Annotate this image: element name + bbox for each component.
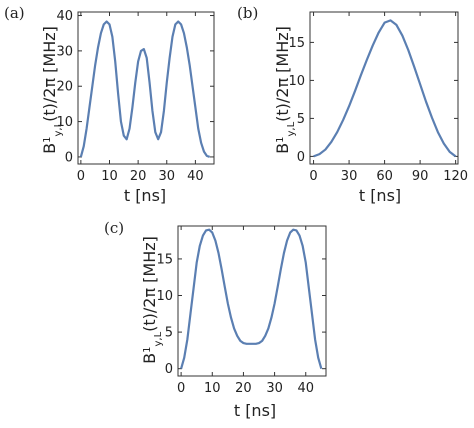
panel-c: (c) B1y,L(t)/2π [MHz] t [ns] 0 10 20 30 40 0 5… [104, 219, 327, 420]
panel-c-ytick-label: 5 [165, 326, 173, 341]
panel-a-xtick-label: 40 [187, 169, 204, 184]
panel-a-ytick-label: 20 [56, 80, 73, 95]
panel-a: (a) B1y,L(t)/2π [MHz] t [ns] 0 10 20 30 40 0 1… [4, 4, 215, 205]
panel-c-xtick-label: 40 [297, 381, 314, 396]
panel-a-ylabel: B1y,L(t)/2π [MHz] [40, 26, 64, 154]
panel-a-xtick-label: 10 [101, 169, 118, 184]
panel-b-ylabel: B1y,L(t)/2π [MHz] [273, 26, 297, 154]
panel-a-ytick-label: 10 [56, 115, 73, 130]
panel-a-xtick-label: 20 [130, 169, 147, 184]
panel-b-series-line [313, 19, 457, 158]
panel-a-ytick-label: 40 [56, 9, 73, 24]
panel-c-frame [177, 225, 327, 377]
panel-a-ytick-label: 0 [65, 150, 73, 165]
panel-c-ytick-label: 0 [165, 362, 173, 377]
panel-label-c: (c) [104, 219, 124, 237]
panel-c-series-line [180, 228, 323, 369]
panel-c-xlabel: t [ns] [234, 401, 276, 420]
panel-b-ytick-label: 15 [288, 36, 305, 51]
panel-a-series-line [79, 20, 211, 158]
panel-a-xlabel: t [ns] [124, 186, 166, 205]
panel-a-xtick-label: 30 [158, 169, 175, 184]
panel-c-xtick-label: 30 [266, 381, 283, 396]
panel-c-xtick-label: 10 [204, 381, 221, 396]
panel-c-ytick-label: 15 [156, 252, 173, 267]
panel-b-xlabel: t [ns] [359, 186, 401, 205]
panel-b-ytick-label: 5 [297, 112, 305, 127]
panel-b-ytick-label: 10 [288, 74, 305, 89]
panel-c-ytick-label: 10 [156, 289, 173, 304]
panel-label-b: (b) [237, 4, 258, 22]
panel-b-xtick-label: 60 [376, 169, 393, 184]
panel-b-xtick-label: 90 [412, 169, 429, 184]
panel-a-xtick-label: 0 [77, 169, 85, 184]
panel-b: (b) B1y,L(t)/2π [MHz] t [ns] 0 30 60 90 120 0… [237, 4, 468, 205]
panel-b-ytick-label: 0 [297, 150, 305, 165]
panel-a-ytick-label: 30 [56, 44, 73, 59]
panel-b-xtick-label: 120 [443, 169, 468, 184]
panel-c-xtick-label: 20 [235, 381, 252, 396]
panel-c-ylabel: B1y,L(t)/2π [MHz] [140, 236, 164, 364]
panel-a-frame [77, 11, 215, 165]
panel-b-xtick-label: 30 [341, 169, 358, 184]
panel-b-frame [309, 11, 459, 165]
panel-label-a: (a) [4, 4, 25, 22]
panel-c-xtick-label: 0 [177, 381, 185, 396]
panel-b-xtick-label: 0 [309, 169, 317, 184]
